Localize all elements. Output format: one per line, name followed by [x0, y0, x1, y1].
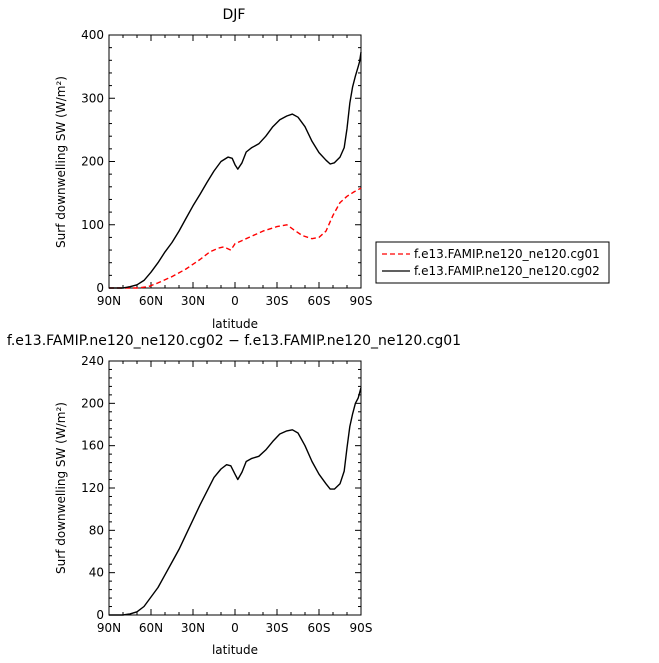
top-panel: DJF 0 100 200 300 400 90N 60N 30N 0 30S 60S 90S lat…: [54, 7, 610, 331]
top-y-tick-label: 100: [81, 218, 104, 232]
bottom-y-axis-label: Surf downwelling SW (W/m²): [54, 402, 68, 574]
legend-box: [375, 241, 610, 284]
bottom-x-axis-label: latitude: [212, 643, 258, 657]
top-series-group: [109, 51, 362, 289]
bottom-x-tick-label: 90S: [350, 621, 373, 635]
top-chart-title: DJF: [223, 7, 246, 23]
top-x-tick-label: 60N: [139, 294, 163, 308]
top-x-tick-label: 30S: [266, 294, 289, 308]
top-series-line-2: [109, 51, 362, 289]
bottom-y-tick-label: 120: [81, 481, 104, 495]
top-y-tick-label: 0: [96, 281, 104, 295]
top-y-tick-label: 200: [81, 155, 104, 169]
bottom-y-tick-label: 240: [81, 354, 104, 368]
bottom-panel: f.e13.FAMIP.ne120_ne120.cg02 − f.e13.FAM…: [7, 333, 461, 657]
bottom-x-tick-label: 0: [231, 621, 239, 635]
legend-label-cg02: f.e13.FAMIP.ne120_ne120.cg02: [414, 264, 600, 278]
top-y-axis-label: Surf downwelling SW (W/m²): [54, 76, 68, 248]
bottom-x-tick-label: 30N: [181, 621, 205, 635]
top-y-tick-label: 400: [81, 28, 104, 42]
bottom-plot-frame: [108, 360, 362, 616]
top-x-tick-label: 60S: [308, 294, 331, 308]
top-x-tick-label: 0: [231, 294, 239, 308]
top-x-tick-label: 30N: [181, 294, 205, 308]
top-x-tick-label: 90N: [97, 294, 121, 308]
bottom-y-tick-label: 0: [96, 608, 104, 622]
legend-label-cg01: f.e13.FAMIP.ne120_ne120.cg01: [414, 247, 600, 261]
top-plot-frame: [108, 34, 362, 289]
legend: f.e13.FAMIP.ne120_ne120.cg01 f.e13.FAMIP…: [375, 241, 610, 284]
bottom-tick-group: 0 40 80 120 160 200 240 90N 60N 30N 0 30S 60S 90S: [81, 354, 372, 635]
bottom-x-tick-label: 60S: [308, 621, 331, 635]
bottom-x-tick-label: 90N: [97, 621, 121, 635]
bottom-y-tick-label: 80: [89, 523, 104, 537]
top-y-tick-label: 300: [81, 91, 104, 105]
bottom-series-line-1: [109, 387, 362, 616]
bottom-x-tick-label: 60N: [139, 621, 163, 635]
bottom-chart-title: f.e13.FAMIP.ne120_ne120.cg02 − f.e13.FAM…: [7, 333, 461, 349]
top-tick-group: 0 100 200 300 400 90N 60N 30N 0 30S 60S 90S: [81, 28, 372, 308]
bottom-y-tick-label: 200: [81, 396, 104, 410]
bottom-x-tick-label: 30S: [266, 621, 289, 635]
bottom-series-group: [109, 387, 362, 616]
top-series-line-1: [109, 187, 362, 289]
bottom-y-tick-label: 40: [89, 566, 104, 580]
bottom-y-tick-label: 160: [81, 439, 104, 453]
top-x-axis-label: latitude: [212, 317, 258, 331]
top-x-tick-label: 90S: [350, 294, 373, 308]
